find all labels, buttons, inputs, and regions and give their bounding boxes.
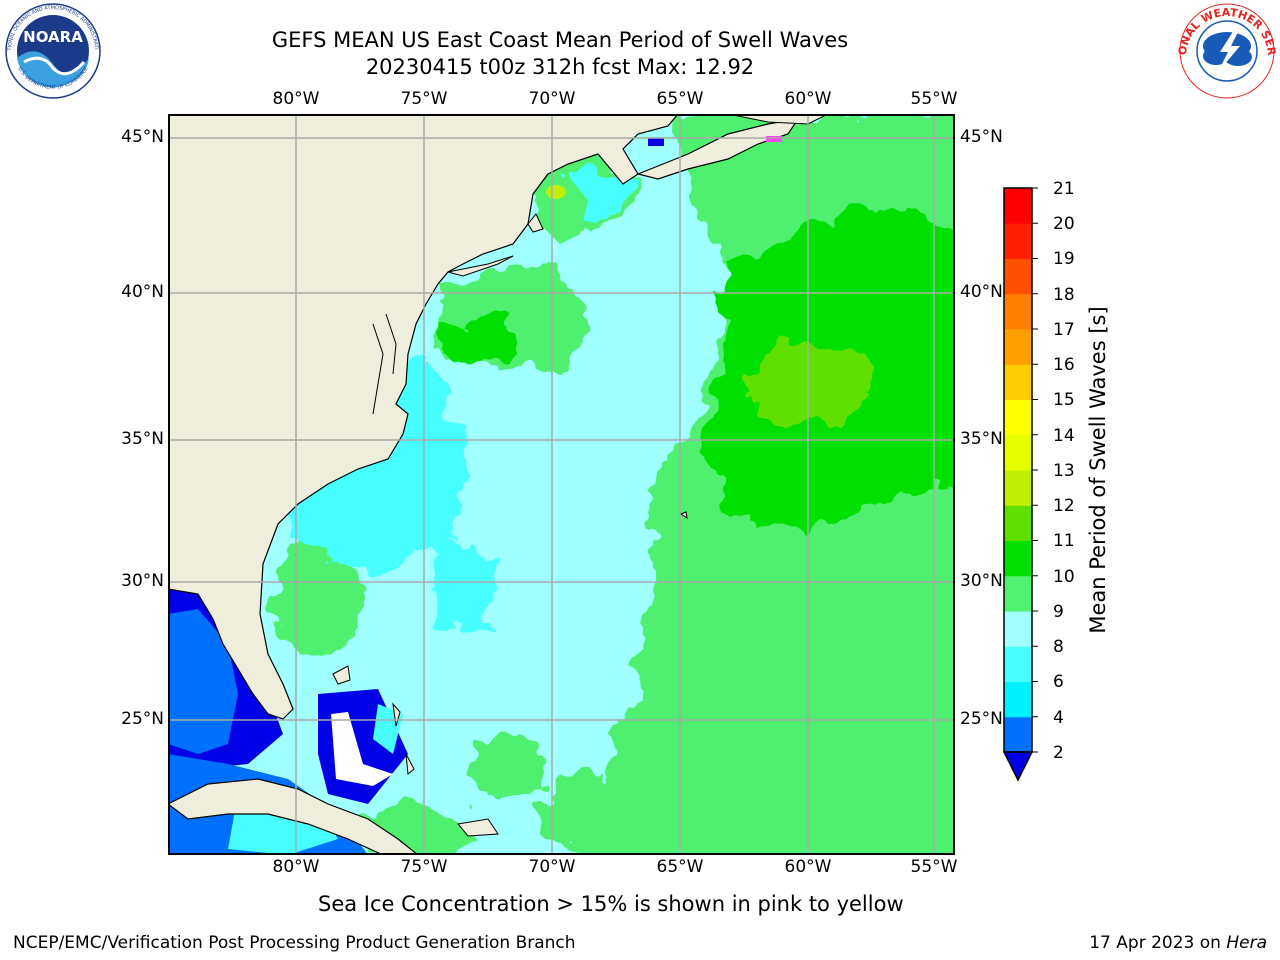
colorbar-segment — [1004, 681, 1032, 718]
colorbar-tick-label: 6 — [1053, 672, 1064, 692]
swell-zone-12-13 — [546, 185, 566, 199]
colorbar-segment — [1004, 716, 1032, 753]
lon-label-top: 55°W — [910, 89, 958, 109]
colorbar-tick-label: 15 — [1053, 390, 1075, 410]
colorbar-segment — [1004, 505, 1032, 541]
footer-machine: Hera — [1226, 933, 1267, 953]
colorbar-segment — [1004, 188, 1032, 224]
colorbar-tick-label: 4 — [1053, 708, 1064, 728]
swell-patch — [468, 734, 548, 794]
colorbar-tick-label: 10 — [1053, 567, 1075, 587]
colorbar-segment — [1004, 434, 1032, 471]
footer-date-text: 17 Apr 2023 on — [1089, 933, 1227, 953]
colorbar-tick-label: 21 — [1053, 179, 1075, 199]
lat-label-left: 35°N — [121, 429, 164, 449]
bahamas-bank-shallow — [331, 712, 393, 786]
colorbar — [1002, 187, 1038, 782]
lat-label-left: 30°N — [121, 571, 164, 591]
lon-label-bottom: 60°W — [784, 857, 832, 877]
lon-label-bottom: 70°W — [528, 857, 576, 877]
lat-label-left: 25°N — [121, 709, 164, 729]
colorbar-segment — [1004, 611, 1032, 647]
lat-label-right: 30°N — [960, 571, 1003, 591]
lon-label-top: 65°W — [656, 89, 704, 109]
swell-patch — [538, 774, 638, 854]
colorbar-segment — [1004, 258, 1032, 295]
chart-subtitle: 20230415 t00z 312h fcst Max: 12.92 — [365, 55, 755, 79]
colorbar-tick-label: 17 — [1053, 320, 1075, 340]
colorbar-tick-label: 8 — [1053, 637, 1064, 657]
lat-label-left: 40°N — [121, 282, 164, 302]
lon-label-top: 70°W — [528, 89, 576, 109]
colorbar-segment — [1004, 470, 1032, 506]
lon-label-bottom: 75°W — [400, 857, 448, 877]
lat-label-left: 45°N — [121, 127, 164, 147]
colorbar-segment — [1004, 223, 1032, 259]
lon-label-bottom: 55°W — [910, 857, 958, 877]
colorbar-segment — [1004, 575, 1032, 612]
swell-period-map — [168, 114, 955, 855]
lon-label-top: 75°W — [400, 89, 448, 109]
sea-ice-note: Sea Ice Concentration > 15% is shown in … — [318, 892, 904, 916]
swell-zone-6-8 — [428, 534, 498, 634]
colorbar-tick-label: 9 — [1053, 602, 1064, 622]
swell-zone-4-6 — [168, 609, 238, 754]
colorbar-segment — [1004, 293, 1032, 330]
colorbar-segment — [1004, 399, 1032, 436]
colorbar-label: Mean Period of Swell Waves [s] — [1086, 306, 1110, 634]
lat-label-right: 45°N — [960, 127, 1003, 147]
colorbar-tick-label: 19 — [1053, 249, 1075, 269]
noaa-logo: NOARA NATIONAL OCEANIC AND ATMOSPHERIC A… — [2, 2, 101, 99]
footer-credit: NCEP/EMC/Verification Post Processing Pr… — [13, 933, 576, 953]
colorbar-tick-label: 13 — [1053, 461, 1075, 481]
lat-label-right: 35°N — [960, 429, 1003, 449]
graticule — [168, 114, 955, 855]
sea-ice-marker — [766, 136, 782, 142]
lon-label-top: 80°W — [272, 89, 320, 109]
lon-label-top: 60°W — [784, 89, 832, 109]
cuba-land — [168, 778, 419, 855]
colorbar-tick-label: 12 — [1053, 496, 1075, 516]
colorbar-segment — [1004, 646, 1032, 682]
colorbar-extend-low — [1002, 751, 1034, 782]
colorbar-segment — [1004, 329, 1032, 365]
colorbar-tick-label: 18 — [1053, 285, 1075, 305]
noaa-logo-text: NOARA — [23, 28, 83, 46]
nova-scotia-land — [636, 118, 800, 180]
chart-title: GEFS MEAN US East Coast Mean Period of S… — [271, 28, 849, 52]
map-frame — [168, 114, 955, 855]
swell-zone-10-11 — [438, 314, 518, 364]
colorbar-tick-label: 16 — [1053, 355, 1075, 375]
lon-label-bottom: 65°W — [656, 857, 704, 877]
nws-logo: NATIONAL WEATHER SERVICE — [1176, 2, 1278, 99]
colorbar-segment — [1004, 540, 1032, 577]
lat-label-right: 40°N — [960, 282, 1003, 302]
lat-label-right: 25°N — [960, 709, 1003, 729]
colorbar-tick-label: 2 — [1053, 743, 1064, 763]
footer-date: 17 Apr 2023 on Hera — [1089, 933, 1267, 953]
colorbar-tick-label: 11 — [1053, 531, 1075, 551]
colorbar-tick-label: 14 — [1053, 426, 1075, 446]
colorbar-segment — [1004, 364, 1032, 400]
lon-label-bottom: 80°W — [272, 857, 320, 877]
colorbar-tick-label: 20 — [1053, 214, 1075, 234]
